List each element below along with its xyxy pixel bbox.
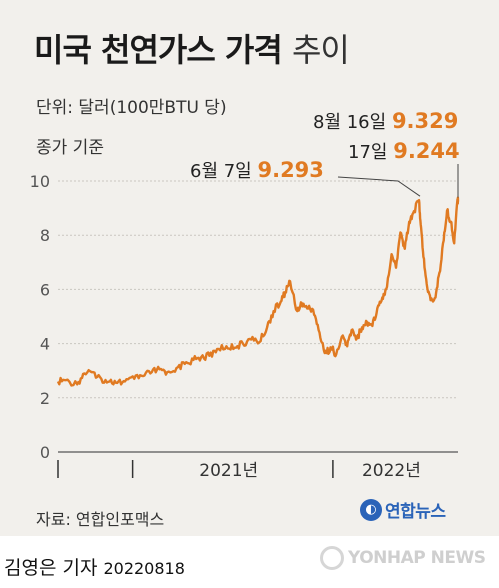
chart-title: 미국 천연가스 가격 추이 (34, 31, 350, 69)
x-tick-label: 2022년 (362, 461, 421, 481)
y-tick-label: 4 (40, 335, 50, 354)
credit-date: 20220818 (103, 559, 185, 578)
chart-card: 미국 천연가스 가격 추이 단위: 달러(100만BTU 당) 종가 기준 6월… (0, 0, 499, 536)
annotation-aug17-value: 9.244 (393, 139, 460, 163)
annotation-aug16: 8월 16일 9.329 (313, 108, 458, 134)
line-chart: 0 2 4 6 8 10 2021년 2022년 (30, 164, 460, 481)
yonhap-logo: ◐ 연합뉴스 (360, 497, 446, 522)
y-tick-label: 8 (40, 226, 50, 245)
watermark: YONHAP NEWS (320, 546, 486, 570)
y-tick-label: 10 (30, 172, 50, 191)
annotation-aug16-label: 8월 16일 (313, 112, 387, 133)
basis-note: 종가 기준 (36, 138, 104, 158)
annotation-aug17: 17일 9.244 (348, 138, 460, 164)
annotation-jun7: 6월 7일 9.293 (190, 157, 324, 183)
gas-price-line (56, 196, 460, 387)
leader-line-jun7 (337, 176, 421, 197)
credit-name: 김영은 기자 (4, 557, 98, 579)
annotation-aug17-label: 17일 (348, 142, 388, 163)
yonhap-logo-icon: ◐ (360, 498, 382, 521)
annotation-aug16-value: 9.329 (391, 109, 459, 133)
x-tick-label: 2021년 (199, 461, 258, 481)
chart-title-suffix: 추이 (291, 31, 350, 69)
annotation-jun7-label: 6월 7일 (190, 161, 252, 182)
yonhap-logo-text: 연합뉴스 (385, 502, 446, 522)
y-tick-label: 0 (40, 443, 50, 462)
source-note: 자료: 연합인포맥스 (36, 510, 165, 529)
y-tick-label: 2 (40, 389, 50, 408)
watermark-text: YONHAP NEWS (348, 548, 486, 568)
unit-note: 단위: 달러(100만BTU 당) (36, 98, 227, 118)
credit-line: 김영은 기자 20220818 (4, 553, 185, 580)
watermark-icon (320, 546, 344, 570)
annotation-jun7-value: 9.293 (257, 158, 324, 182)
y-tick-label: 6 (40, 280, 50, 299)
